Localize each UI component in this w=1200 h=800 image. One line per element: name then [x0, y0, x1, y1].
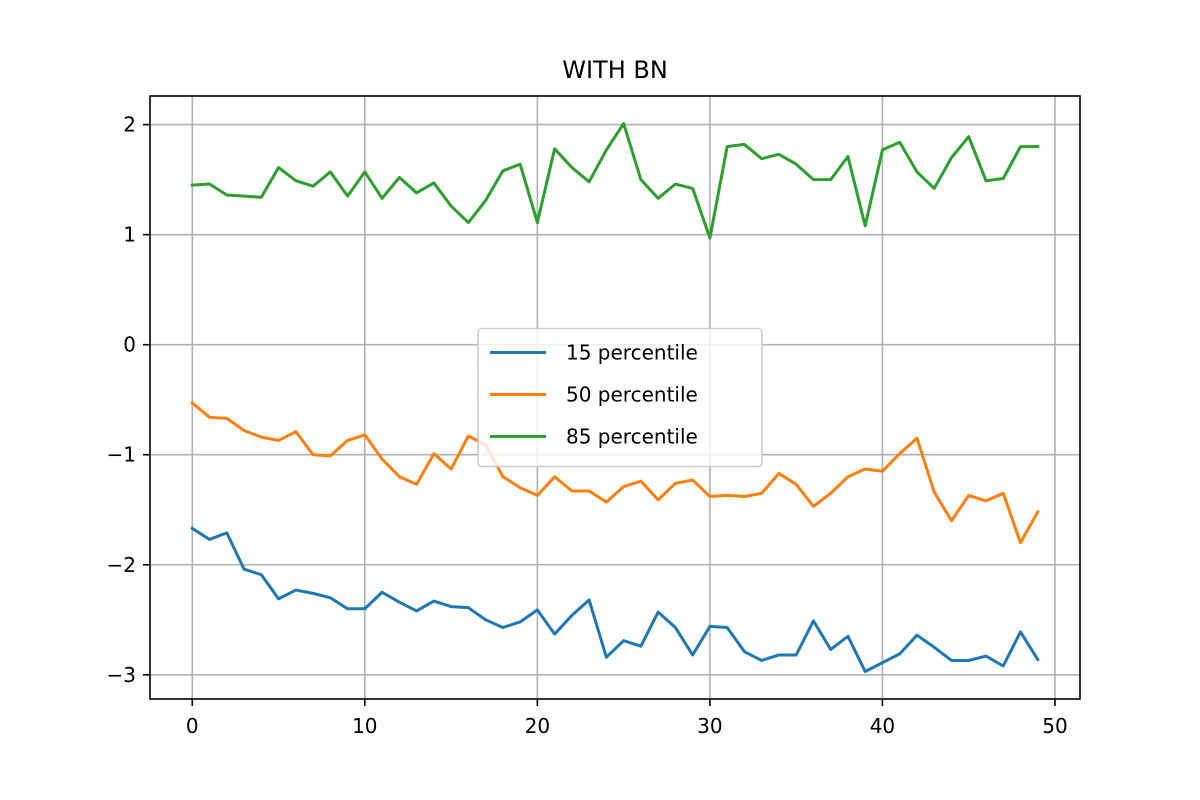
legend: 15 percentile 50 percentile 85 percentile	[477, 327, 763, 468]
x-tick-label: 0	[186, 714, 199, 738]
y-tick-label: 0	[123, 333, 136, 357]
x-tick-label: 10	[352, 714, 377, 738]
legend-box	[477, 327, 763, 468]
y-tick-label: −2	[107, 553, 136, 577]
y-tick-label: −1	[107, 443, 136, 467]
legend-label: 15 percentile	[566, 341, 698, 365]
y-tick-label: 2	[123, 113, 136, 137]
chart-title: WITH BN	[562, 56, 668, 84]
plot-frame	[149, 95, 1081, 700]
x-tick-label: 20	[525, 714, 550, 738]
series-line-3	[190, 122, 1040, 240]
y-tick-label: 1	[123, 223, 136, 247]
x-tick-label: 40	[870, 714, 895, 738]
legend-label: 85 percentile	[566, 425, 698, 449]
legend-label: 50 percentile	[566, 383, 698, 407]
y-tick-label: −3	[107, 663, 136, 687]
x-tick-label: 50	[1042, 714, 1067, 738]
series-line-1	[190, 526, 1040, 673]
series-lines	[190, 122, 1040, 673]
series-line-2	[190, 400, 1040, 545]
x-tick-label: 30	[697, 714, 722, 738]
axis-ticks: 0 10 20 30 40 50 −3 −2 −1 0 1 2	[107, 113, 1068, 738]
